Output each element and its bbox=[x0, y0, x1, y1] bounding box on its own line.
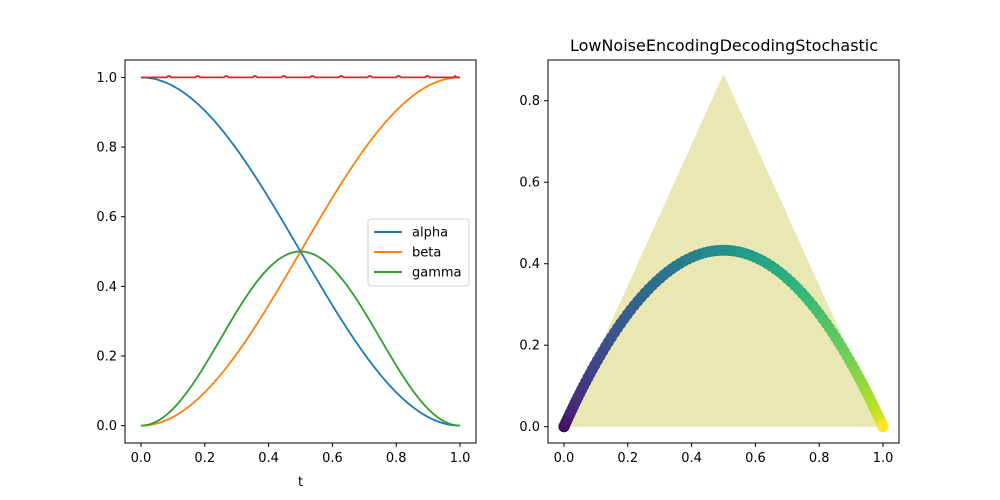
series-line-gamma bbox=[140, 250, 461, 427]
series-line-sum bbox=[140, 74, 461, 79]
right-xtick-label: 0.6 bbox=[745, 451, 766, 466]
right-ytick-label: 0.6 bbox=[519, 176, 540, 191]
left-ytick-label: 1.0 bbox=[96, 71, 117, 86]
right-ytick-label: 0.4 bbox=[519, 257, 540, 272]
legend-label-beta: beta bbox=[412, 246, 441, 261]
left-xtick-label: 0.2 bbox=[194, 451, 215, 466]
right-ytick-label: 0.2 bbox=[519, 339, 540, 354]
legend: alpha beta gamma bbox=[367, 218, 470, 287]
legend-label-gamma: gamma bbox=[412, 266, 462, 281]
right-xtick-label: 0.4 bbox=[681, 451, 702, 466]
right-ytick-label: 0.8 bbox=[519, 94, 540, 109]
legend-label-alpha: alpha bbox=[412, 226, 448, 241]
left-axes-frame bbox=[124, 59, 477, 444]
left-ytick-label: 0.8 bbox=[96, 141, 117, 156]
left-xtick-label: 1.0 bbox=[450, 451, 471, 466]
right-xtick-label: 0.0 bbox=[554, 451, 575, 466]
right-xtick-label: 0.8 bbox=[809, 451, 830, 466]
right-title: LowNoiseEncodingDecodingStochastic bbox=[570, 36, 878, 55]
left-xtick-label: 0.4 bbox=[258, 451, 279, 466]
scatter-point bbox=[877, 421, 889, 433]
left-xtick-label: 0.0 bbox=[131, 451, 152, 466]
right-ytick-label: 0.0 bbox=[519, 420, 540, 435]
left-ytick-label: 0.4 bbox=[96, 280, 117, 295]
left-xlabel: t bbox=[298, 475, 303, 490]
left-xtick-label: 0.8 bbox=[386, 451, 407, 466]
left-ytick-label: 0.6 bbox=[96, 210, 117, 225]
right-axes-frame bbox=[547, 59, 900, 444]
legend-box bbox=[367, 218, 470, 287]
left-ytick-label: 0.2 bbox=[96, 349, 117, 364]
right-axes: LowNoiseEncodingDecodingStochastic 0.0 0.… bbox=[519, 36, 900, 466]
left-ytick-label: 0.0 bbox=[96, 419, 117, 434]
left-axes: 0.0 0.2 0.4 0.6 0.8 1.0 0.0 0.2 0.4 0.6 0.8 1.0 t a… bbox=[96, 59, 477, 490]
right-xtick-label: 0.2 bbox=[617, 451, 638, 466]
left-xtick-label: 0.6 bbox=[322, 451, 343, 466]
right-xtick-label: 1.0 bbox=[873, 451, 894, 466]
